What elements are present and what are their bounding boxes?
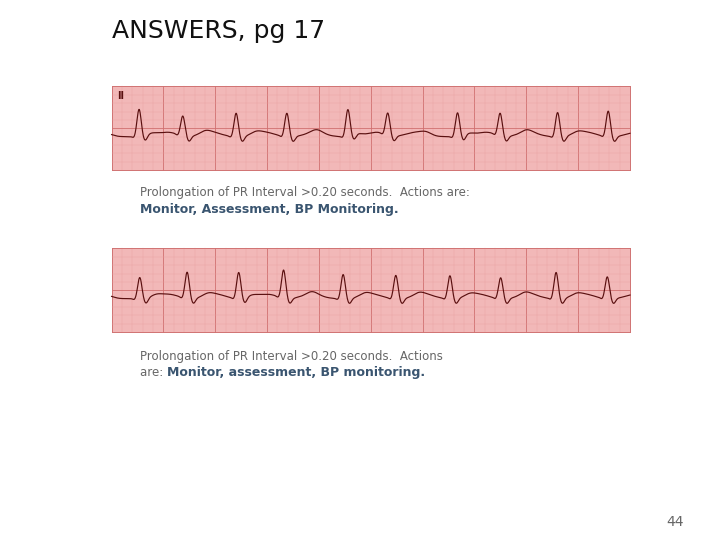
FancyBboxPatch shape — [112, 248, 630, 332]
Text: ANSWERS, pg 17: ANSWERS, pg 17 — [112, 19, 325, 43]
Text: are:: are: — [140, 366, 167, 379]
Text: 44: 44 — [667, 515, 684, 529]
Text: Monitor, assessment, BP monitoring.: Monitor, assessment, BP monitoring. — [167, 366, 426, 379]
Text: II: II — [117, 91, 125, 101]
FancyBboxPatch shape — [112, 86, 630, 170]
Text: Prolongation of PR Interval >0.20 seconds.  Actions: Prolongation of PR Interval >0.20 second… — [140, 350, 444, 363]
Text: Prolongation of PR Interval >0.20 seconds.  Actions are:: Prolongation of PR Interval >0.20 second… — [140, 186, 470, 199]
Text: Monitor, Assessment, BP Monitoring.: Monitor, Assessment, BP Monitoring. — [140, 202, 399, 215]
